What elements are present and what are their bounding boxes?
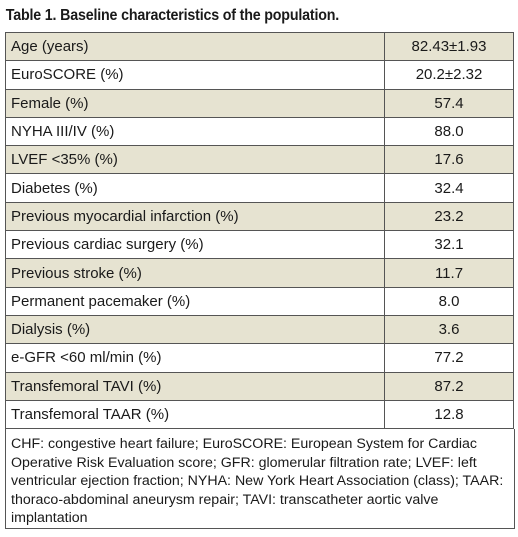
table-row: Dialysis (%) 3.6: [5, 314, 514, 345]
row-value: 82.43±1.93: [384, 31, 514, 62]
row-value: 12.8: [384, 399, 514, 430]
table-row: Female (%) 57.4: [5, 88, 514, 118]
table-row: LVEF <35% (%) 17.6: [5, 145, 514, 175]
table-row: Permanent pacemaker (%) 8.0: [5, 286, 514, 316]
row-value: 3.6: [384, 314, 514, 345]
row-value: 11.7: [384, 258, 514, 288]
row-label: Transfemoral TAAR (%): [5, 399, 385, 430]
row-value: 87.2: [384, 371, 514, 401]
table-figure: Table 1. Baseline characteristics of the…: [3, 5, 515, 530]
table-row: Previous myocardial infarction (%) 23.2: [5, 201, 514, 232]
row-value: 32.4: [384, 173, 514, 203]
table-row: Age (years) 82.43±1.93: [5, 31, 514, 62]
row-label: LVEF <35% (%): [5, 145, 385, 175]
table-footnote: CHF: congestive heart failure; EuroSCORE…: [5, 429, 515, 530]
row-value: 20.2±2.32: [384, 60, 514, 90]
table-row: e-GFR <60 ml/min (%) 77.2: [5, 343, 514, 373]
baseline-characteristics-table: Age (years) 82.43±1.93 EuroSCORE (%) 20.2±…: [5, 31, 514, 430]
table-row: Diabetes (%) 32.4: [5, 173, 514, 203]
table-row: Previous stroke (%) 11.7: [5, 258, 514, 288]
table-row: Transfemoral TAVI (%) 87.2: [5, 371, 514, 401]
row-value: 32.1: [384, 230, 514, 260]
row-label: NYHA III/IV (%): [5, 116, 385, 147]
row-label: Previous myocardial infarction (%): [5, 201, 385, 232]
row-label: Transfemoral TAVI (%): [5, 371, 385, 401]
table-row: Previous cardiac surgery (%) 32.1: [5, 230, 514, 260]
row-value: 17.6: [384, 145, 514, 175]
row-value: 23.2: [384, 201, 514, 232]
row-label: Age (years): [5, 31, 385, 62]
row-label: Female (%): [5, 88, 385, 118]
table-row: EuroSCORE (%) 20.2±2.32: [5, 60, 514, 90]
table-row: Transfemoral TAAR (%) 12.8: [5, 399, 514, 430]
row-label: Previous stroke (%): [5, 258, 385, 288]
row-label: Dialysis (%): [5, 314, 385, 345]
table-title: Table 1. Baseline characteristics of the…: [5, 7, 340, 24]
row-label: Permanent pacemaker (%): [5, 286, 385, 316]
row-label: Diabetes (%): [5, 173, 385, 203]
table-row: NYHA III/IV (%) 88.0: [5, 116, 514, 147]
row-label: EuroSCORE (%): [5, 60, 385, 90]
row-label: e-GFR <60 ml/min (%): [5, 343, 385, 373]
row-value: 57.4: [384, 88, 514, 118]
row-value: 8.0: [384, 286, 514, 316]
row-value: 77.2: [384, 343, 514, 373]
row-value: 88.0: [384, 116, 514, 147]
row-label: Previous cardiac surgery (%): [5, 230, 385, 260]
